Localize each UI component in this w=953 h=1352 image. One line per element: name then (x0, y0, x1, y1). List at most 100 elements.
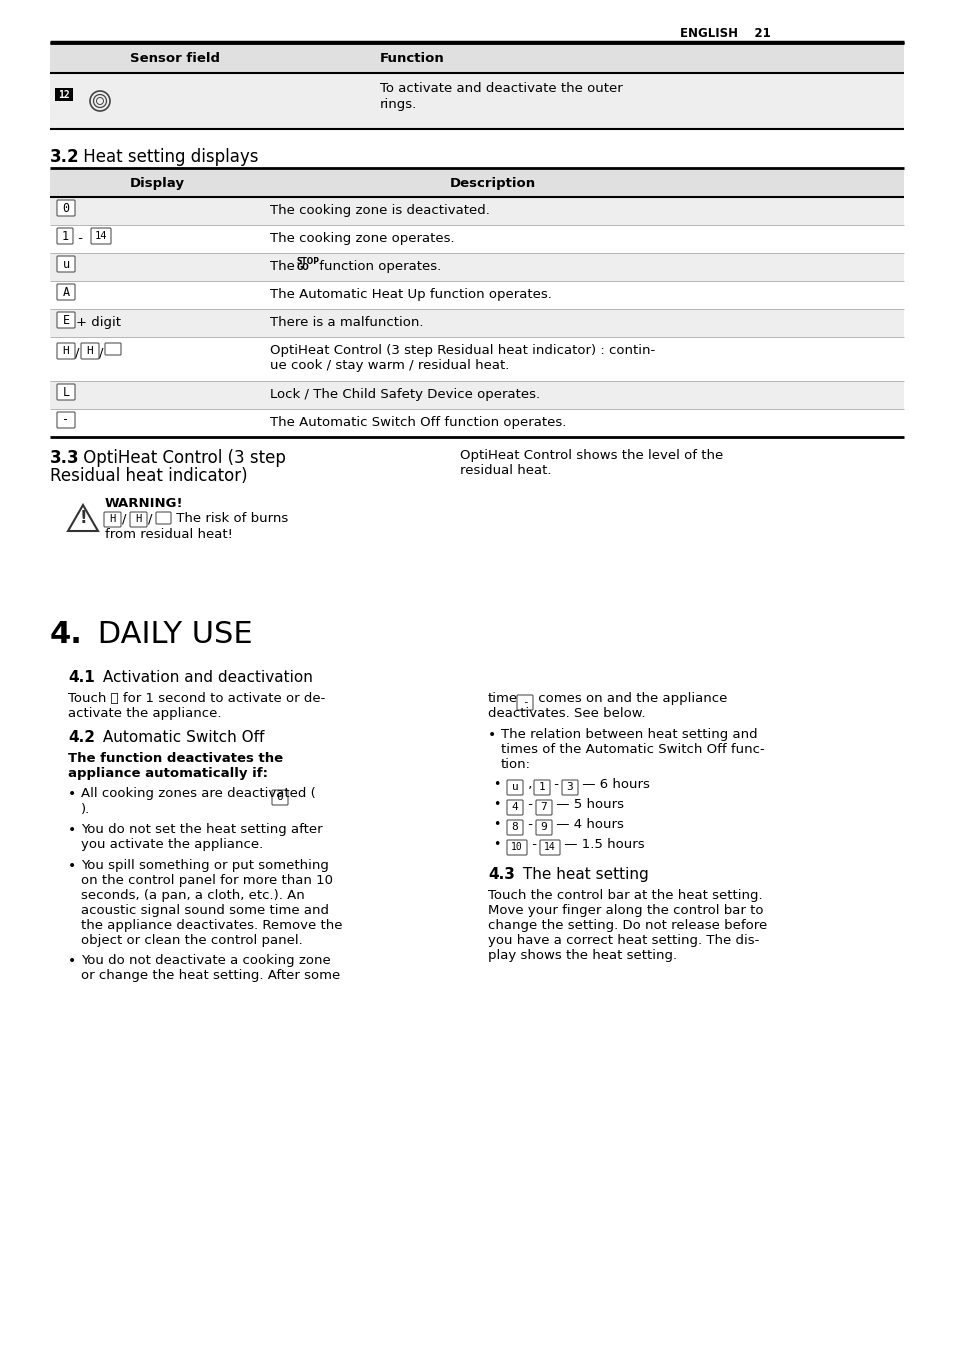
FancyBboxPatch shape (506, 780, 522, 795)
Text: Touch ⓘ for 1 second to activate or de-: Touch ⓘ for 1 second to activate or de- (68, 692, 325, 704)
Text: •: • (493, 838, 500, 850)
Text: — 4 hours: — 4 hours (552, 818, 623, 831)
Text: appliance automatically if:: appliance automatically if: (68, 767, 268, 780)
Bar (50, 197, 903, 224)
Text: Activation and deactivation: Activation and deactivation (98, 671, 313, 685)
Text: the appliance deactivates. Remove the: the appliance deactivates. Remove the (81, 919, 342, 932)
FancyBboxPatch shape (517, 695, 533, 710)
Text: You spill something or put something: You spill something or put something (81, 859, 329, 872)
Text: on the control panel for more than 10: on the control panel for more than 10 (81, 873, 333, 887)
Text: -: - (62, 414, 70, 426)
Text: 4.1: 4.1 (68, 671, 94, 685)
Text: Function: Function (379, 51, 444, 65)
Text: Automatic Switch Off: Automatic Switch Off (98, 730, 264, 745)
FancyBboxPatch shape (534, 780, 550, 795)
Text: All cooking zones are deactivated (: All cooking zones are deactivated ( (81, 787, 315, 800)
Text: !: ! (79, 508, 87, 527)
Text: You do not set the heat setting after: You do not set the heat setting after (81, 823, 322, 836)
Text: 9: 9 (540, 822, 547, 833)
Bar (50, 74, 903, 128)
Text: 4: 4 (511, 803, 517, 813)
Text: object or clean the control panel.: object or clean the control panel. (81, 934, 302, 946)
Text: 0: 0 (62, 201, 70, 215)
Text: Description: Description (450, 177, 536, 191)
Text: The Automatic Switch Off function operates.: The Automatic Switch Off function operat… (270, 416, 566, 429)
Text: L: L (62, 385, 70, 399)
Text: activate the appliance.: activate the appliance. (68, 707, 221, 721)
Text: tion:: tion: (500, 758, 531, 771)
Text: u: u (511, 783, 517, 792)
Bar (50, 310, 903, 337)
Text: You do not deactivate a cooking zone: You do not deactivate a cooking zone (81, 955, 331, 967)
Text: 1: 1 (538, 783, 545, 792)
Text: H: H (63, 346, 70, 356)
FancyBboxPatch shape (272, 790, 288, 804)
Text: The Automatic Heat Up function operates.: The Automatic Heat Up function operates. (270, 288, 551, 301)
Text: 1: 1 (61, 230, 69, 242)
Text: Residual heat indicator): Residual heat indicator) (50, 466, 248, 485)
Text: time: time (488, 692, 517, 704)
Bar (50, 169, 903, 197)
Text: 10: 10 (511, 842, 522, 853)
FancyBboxPatch shape (130, 512, 147, 527)
Text: Display: Display (130, 177, 185, 191)
Text: Sensor field: Sensor field (130, 51, 220, 65)
Text: 7: 7 (540, 803, 547, 813)
Bar (55, 88, 73, 101)
Text: from residual heat!: from residual heat! (105, 529, 233, 541)
Text: •: • (68, 859, 76, 873)
FancyBboxPatch shape (81, 343, 99, 360)
Text: acoustic signal sound some time and: acoustic signal sound some time and (81, 904, 329, 917)
Text: ).: ). (81, 803, 91, 817)
Text: ,: , (523, 777, 532, 791)
Text: WARNING!: WARNING! (105, 498, 183, 510)
FancyBboxPatch shape (561, 780, 578, 795)
FancyBboxPatch shape (506, 840, 526, 854)
Text: The risk of burns: The risk of burns (172, 512, 288, 525)
FancyBboxPatch shape (104, 512, 121, 527)
Text: •: • (68, 823, 76, 837)
Text: •: • (493, 798, 500, 811)
Text: To activate and deactivate the outer: To activate and deactivate the outer (379, 82, 622, 95)
Bar (50, 381, 903, 410)
Bar (50, 253, 903, 281)
Text: 14: 14 (543, 842, 556, 853)
FancyBboxPatch shape (156, 512, 171, 525)
FancyBboxPatch shape (57, 384, 75, 400)
Text: OptiHeat Control shows the level of the: OptiHeat Control shows the level of the (459, 449, 722, 462)
FancyBboxPatch shape (57, 256, 75, 272)
Text: change the setting. Do not release before: change the setting. Do not release befor… (488, 919, 766, 932)
Text: -: - (523, 818, 533, 831)
Text: 8: 8 (511, 822, 517, 833)
Text: •: • (68, 787, 76, 800)
Text: u: u (62, 257, 70, 270)
Text: — 5 hours: — 5 hours (552, 798, 623, 811)
Text: comes on and the appliance: comes on and the appliance (534, 692, 726, 704)
Text: — 1.5 hours: — 1.5 hours (559, 838, 644, 850)
Text: Touch the control bar at the heat setting.: Touch the control bar at the heat settin… (488, 890, 761, 902)
Text: /: / (99, 347, 103, 360)
FancyBboxPatch shape (105, 343, 121, 356)
Text: you activate the appliance.: you activate the appliance. (81, 838, 263, 850)
FancyBboxPatch shape (57, 343, 75, 360)
FancyBboxPatch shape (57, 200, 75, 216)
Text: 4.: 4. (50, 621, 83, 649)
Text: The: The (270, 260, 299, 273)
Text: •: • (493, 777, 500, 791)
Text: 4.2: 4.2 (68, 730, 95, 745)
Text: 3.3: 3.3 (50, 449, 79, 466)
Text: -: - (521, 698, 528, 707)
FancyBboxPatch shape (539, 840, 559, 854)
FancyBboxPatch shape (57, 228, 73, 243)
Text: rings.: rings. (379, 97, 416, 111)
Text: H: H (87, 346, 93, 356)
FancyBboxPatch shape (506, 800, 522, 815)
Text: Move your finger along the control bar to: Move your finger along the control bar t… (488, 904, 762, 917)
Text: -: - (523, 798, 533, 811)
FancyBboxPatch shape (57, 284, 75, 300)
Text: OptiHeat Control (3 step Residual heat indicator) : contin-: OptiHeat Control (3 step Residual heat i… (270, 343, 655, 357)
Text: •: • (488, 727, 496, 742)
Text: The relation between heat setting and: The relation between heat setting and (500, 727, 757, 741)
Text: or change the heat setting. After some: or change the heat setting. After some (81, 969, 340, 982)
Text: Heat setting displays: Heat setting displays (78, 147, 258, 166)
